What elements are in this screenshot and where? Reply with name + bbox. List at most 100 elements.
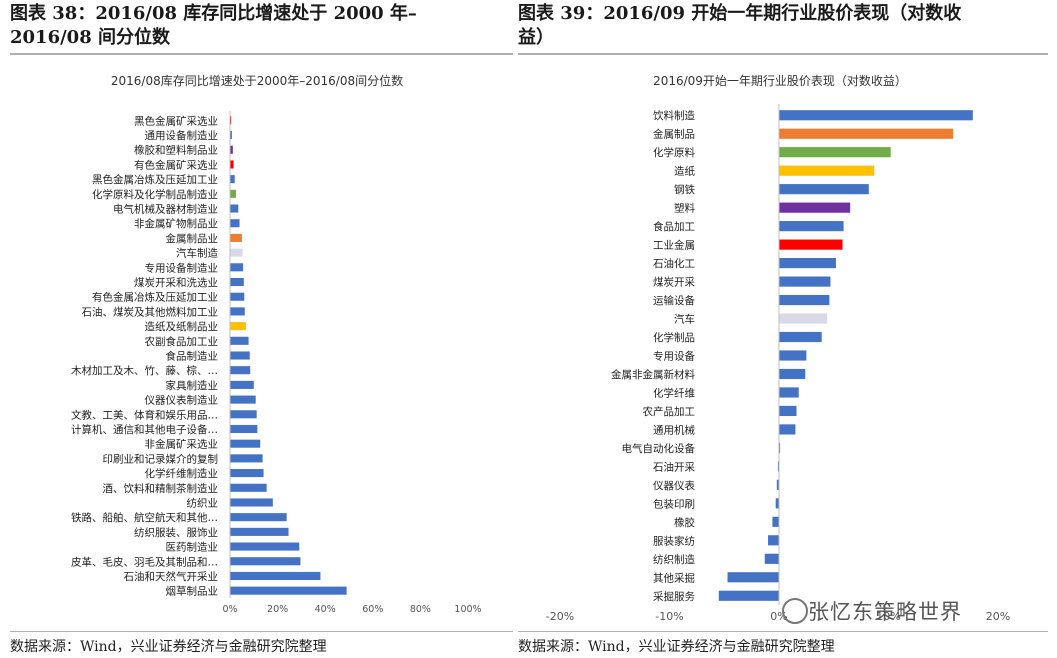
right-tick-label: -20% — [546, 610, 574, 623]
left-bar — [230, 513, 287, 522]
right-bar — [779, 331, 822, 343]
right-category-label: 仪器仪表 — [653, 479, 695, 492]
right-bar — [768, 535, 779, 546]
right-tick-label: 20% — [986, 610, 1010, 623]
left-bar — [230, 233, 242, 242]
left-bar — [230, 557, 301, 566]
left-bar — [230, 571, 321, 580]
left-bar — [230, 322, 246, 331]
right-category-label: 通用机械 — [653, 423, 695, 436]
right-bar — [764, 553, 779, 564]
right-title-divider — [518, 53, 1048, 55]
right-bar — [779, 184, 869, 195]
right-category-label: 造纸 — [674, 165, 695, 178]
right-bar — [776, 479, 779, 490]
right-panel-title-line1: 图表 39：2016/09 开始一年期行业股价表现（对数收 — [518, 3, 962, 24]
left-category-label: 石油和天然气开采业 — [124, 570, 219, 583]
right-category-label: 钢铁 — [674, 183, 695, 196]
left-tick-label: 100% — [454, 604, 481, 615]
right-category-label: 运输设备 — [653, 294, 695, 307]
left-tick-label: 60% — [362, 604, 383, 615]
right-category-label: 食品加工 — [653, 220, 695, 233]
right-source-note: 数据来源：Wind，兴业证券经济与金融研究院整理 — [518, 639, 835, 655]
right-bar — [779, 387, 799, 398]
left-bar — [230, 263, 244, 272]
left-category-label: 金属制品业 — [166, 232, 219, 245]
left-category-label: 铁路、船舶、航空航天和其他… — [71, 511, 218, 524]
left-bar — [230, 189, 236, 198]
left-category-label: 家具制造业 — [166, 379, 219, 392]
watermark-text: 张忆东策略世界 — [808, 600, 962, 624]
left-bar — [230, 439, 261, 448]
left-bar — [230, 292, 245, 301]
right-tick-label: 10% — [876, 610, 900, 623]
right-category-label: 化学原料 — [653, 146, 695, 159]
right-source-divider — [518, 631, 1048, 632]
left-bar — [230, 454, 263, 463]
left-category-label: 烟草制品业 — [166, 585, 219, 598]
right-bar — [779, 221, 844, 232]
left-bar — [230, 204, 239, 213]
right-panel-title-line2: 益） — [518, 27, 554, 48]
left-category-label: 专用设备制造业 — [145, 261, 219, 274]
left-category-label: 纺织业 — [187, 496, 219, 509]
right-bar — [779, 147, 891, 158]
right-category-label: 服装家纺 — [653, 534, 695, 547]
right-category-label: 塑料 — [674, 202, 695, 215]
left-category-label: 印刷业和记录媒介的复制 — [103, 452, 219, 465]
right-bar — [718, 590, 779, 601]
right-category-label: 农产品加工 — [643, 405, 696, 418]
left-category-label: 文教、工美、体育和娱乐用品… — [71, 408, 218, 421]
right-panel-title: 图表 39：2016/09 开始一年期行业股价表现（对数收 益） — [518, 2, 961, 50]
right-chart-title: 2016/09开始一年期行业股价表现（对数收益） — [653, 73, 907, 88]
left-category-label: 食品制造业 — [166, 350, 219, 363]
right-category-label: 石油开采 — [653, 460, 695, 473]
left-tick-label: 20% — [267, 604, 288, 615]
left-panel-title-line2: 2016/08 间分位数 — [10, 27, 170, 48]
left-category-label: 黑色金属矿采选业 — [134, 114, 218, 127]
left-bar — [230, 469, 264, 478]
right-category-label: 包装印刷 — [653, 497, 695, 510]
left-category-label: 计算机、通信和其他电子设备… — [71, 423, 218, 436]
right-category-label: 金属制品 — [653, 128, 695, 141]
left-bar — [230, 527, 289, 536]
left-category-label: 非金属矿采选业 — [145, 438, 219, 451]
left-category-label: 有色金属冶炼及压延加工业 — [92, 291, 218, 304]
left-chart-title: 2016/08库存同比增速处于2000年–2016/08间分位数 — [111, 73, 403, 88]
left-bar — [230, 366, 251, 375]
left-category-label: 化学纤维制造业 — [145, 467, 219, 480]
left-category-label: 木材加工及木、竹、藤、棕、… — [71, 364, 218, 377]
right-category-label: 饮料制造 — [653, 109, 695, 122]
left-bar — [230, 498, 273, 507]
left-category-label: 通用设备制造业 — [145, 129, 219, 142]
right-tick-label: -10% — [655, 610, 683, 623]
wechat-icon — [782, 598, 808, 624]
right-bar — [779, 202, 851, 213]
left-category-label: 医药制造业 — [166, 541, 219, 554]
left-source-divider — [10, 631, 513, 632]
right-category-label: 金属非金属新材料 — [611, 368, 695, 381]
right-category-label: 橡胶 — [674, 516, 695, 529]
left-panel-title-line1: 图表 38：2016/08 库存同比增速处于 2000 年– — [10, 3, 417, 24]
right-bar — [727, 572, 779, 583]
left-bar — [230, 116, 232, 125]
left-category-label: 非金属矿物制品业 — [134, 217, 218, 230]
left-bar — [230, 248, 243, 257]
left-bar — [230, 145, 233, 154]
left-category-label: 酒、饮料和精制茶制造业 — [103, 482, 219, 495]
right-bar — [775, 498, 779, 509]
left-bar — [230, 395, 256, 404]
right-bar — [779, 405, 797, 417]
right-bar — [779, 276, 831, 287]
right-bar — [779, 442, 781, 453]
right-category-label: 石油化工 — [653, 257, 695, 270]
left-category-label: 橡胶和塑料制品业 — [134, 144, 218, 157]
right-chart: 2016/09开始一年期行业股价表现（对数收益） 饮料制造金属制品化学原料造纸钢铁… — [546, 73, 1010, 623]
right-category-label: 工业金属 — [653, 239, 695, 252]
left-bar — [230, 380, 254, 389]
right-category-label: 电气自动化设备 — [622, 442, 696, 455]
right-bar — [779, 128, 954, 139]
left-category-label: 造纸及纸制品业 — [145, 320, 219, 333]
left-bar — [230, 424, 258, 434]
left-title-divider — [10, 53, 513, 55]
